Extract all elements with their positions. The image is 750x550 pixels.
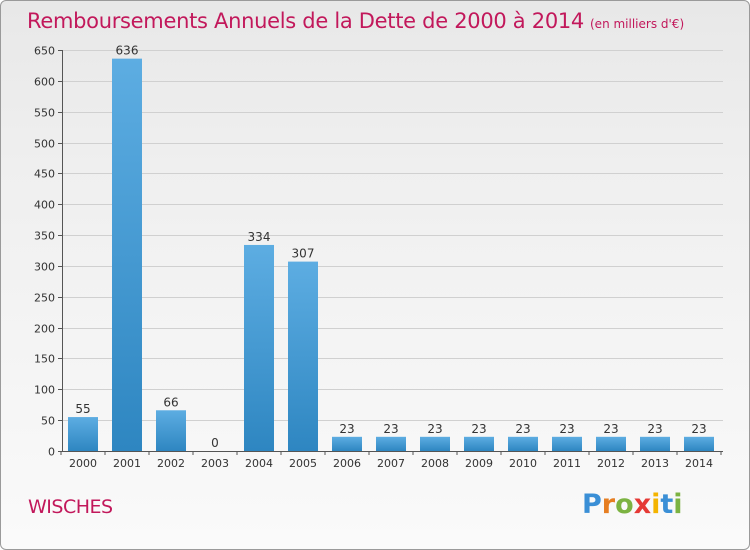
y-tick-label: 250 — [34, 292, 55, 305]
chart-unit-label: (en milliers d'€) — [590, 17, 685, 31]
bar-2014 — [684, 436, 714, 451]
x-tick-label: 2013 — [641, 457, 669, 470]
data-label-2001: 636 — [116, 44, 139, 58]
x-tick-label: 2010 — [509, 457, 537, 470]
bar-2004 — [244, 244, 274, 451]
data-label-2011: 23 — [559, 422, 574, 436]
y-tick-label: 300 — [34, 261, 55, 274]
data-label-2005: 307 — [292, 247, 315, 261]
data-label-2008: 23 — [427, 422, 442, 436]
bar-2008 — [420, 436, 450, 451]
x-tick-label: 2012 — [597, 457, 625, 470]
axes: 0501001502002503003504004505005506006502… — [34, 45, 723, 470]
x-tick-label: 2014 — [685, 457, 713, 470]
x-tick-label: 2002 — [157, 457, 185, 470]
proxiti-logo[interactable]: Proxiti — [582, 489, 683, 520]
bar-2010 — [508, 436, 538, 451]
bar-2002 — [156, 410, 186, 451]
y-tick-label: 450 — [34, 168, 55, 181]
data-label-2003: 0 — [211, 436, 219, 450]
x-tick-label: 2006 — [333, 457, 361, 470]
y-tick-label: 150 — [34, 353, 55, 366]
y-tick-label: 600 — [34, 76, 55, 89]
bar-2001 — [112, 58, 142, 451]
bar-2012 — [596, 436, 626, 451]
y-tick-label: 350 — [34, 230, 55, 243]
data-label-2000: 55 — [75, 402, 90, 416]
data-label-2006: 23 — [339, 422, 354, 436]
data-label-2014: 23 — [691, 422, 706, 436]
x-tick-label: 2003 — [201, 457, 229, 470]
bar-2009 — [464, 436, 494, 451]
chart-title-text: Remboursements Annuels de la Dette de 20… — [27, 9, 584, 33]
data-label-2002: 66 — [163, 395, 178, 409]
data-label-2010: 23 — [515, 422, 530, 436]
bar-2011 — [552, 436, 582, 451]
data-labels: 55 636 66 0 334 307 23 23 23 23 23 23 23 23 23 — [75, 44, 706, 450]
x-tick-label: 2008 — [421, 457, 449, 470]
bars — [68, 58, 714, 451]
data-label-2009: 23 — [471, 422, 486, 436]
chart-title: Remboursements Annuels de la Dette de 20… — [27, 9, 684, 33]
grid-lines — [62, 50, 723, 452]
bar-2013 — [640, 436, 670, 451]
x-tick-label: 2009 — [465, 457, 493, 470]
y-tick-label: 100 — [34, 384, 55, 397]
y-tick-label: 500 — [34, 138, 55, 151]
x-tick-label: 2001 — [113, 457, 141, 470]
data-label-2013: 23 — [647, 422, 662, 436]
y-tick-label: 50 — [41, 415, 55, 428]
y-tick-label: 0 — [48, 446, 55, 459]
x-tick-label: 2011 — [553, 457, 581, 470]
y-tick-label: 400 — [34, 199, 55, 212]
bar-2000 — [68, 417, 98, 451]
data-label-2007: 23 — [383, 422, 398, 436]
bar-2006 — [332, 436, 362, 451]
data-label-2004: 334 — [248, 230, 271, 244]
x-tick-label: 2005 — [289, 457, 317, 470]
commune-name: WISCHES — [28, 496, 113, 518]
x-tick-label: 2004 — [245, 457, 273, 470]
x-tick-label: 2000 — [69, 457, 97, 470]
bar-2005 — [288, 261, 318, 451]
bar-2007 — [376, 436, 406, 451]
y-tick-label: 650 — [34, 45, 55, 58]
y-tick-label: 200 — [34, 323, 55, 336]
x-tick-label: 2007 — [377, 457, 405, 470]
y-tick-label: 550 — [34, 107, 55, 120]
data-label-2012: 23 — [603, 422, 618, 436]
